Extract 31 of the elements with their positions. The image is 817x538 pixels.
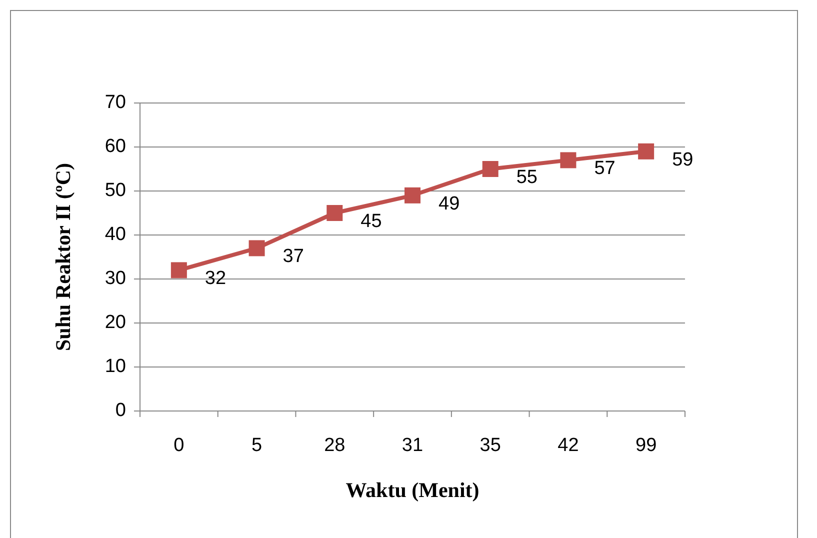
x-tick-label: 31 — [402, 435, 424, 456]
x-tick-label: 5 — [251, 435, 262, 456]
point — [248, 240, 265, 256]
y-tick-label: 0 — [115, 400, 126, 422]
y-tick-label: 50 — [104, 180, 126, 202]
y-tick-label: 30 — [104, 268, 126, 290]
point — [638, 143, 654, 160]
y-tick-label: 10 — [104, 356, 126, 378]
x-tick-label: 0 — [174, 435, 184, 456]
data-label: 59 — [672, 149, 694, 170]
data-label: 55 — [516, 167, 538, 188]
point — [482, 161, 498, 177]
point — [170, 262, 187, 278]
point — [326, 205, 343, 221]
x-tick-label: 35 — [480, 435, 501, 456]
x-tick-label: 42 — [558, 435, 579, 456]
y-tick-label: 20 — [104, 312, 126, 334]
x-tick-label: 99 — [636, 435, 657, 456]
y-tick-label: 40 — [104, 224, 126, 246]
data-label: 57 — [594, 158, 616, 180]
data-label: 32 — [204, 268, 226, 290]
y-tick-label: 70 — [104, 92, 126, 114]
y-tick-label: 60 — [104, 136, 126, 158]
point — [404, 187, 420, 204]
x-tick-label: 28 — [324, 435, 346, 456]
data-label: 49 — [438, 193, 460, 214]
y-axis-title: Suhu Reaktor II (ºC) — [51, 163, 75, 351]
x-axis-title: Waktu (Menit) — [346, 478, 480, 502]
point — [560, 152, 576, 168]
data-label: 45 — [360, 211, 382, 232]
data-label: 37 — [282, 246, 304, 268]
